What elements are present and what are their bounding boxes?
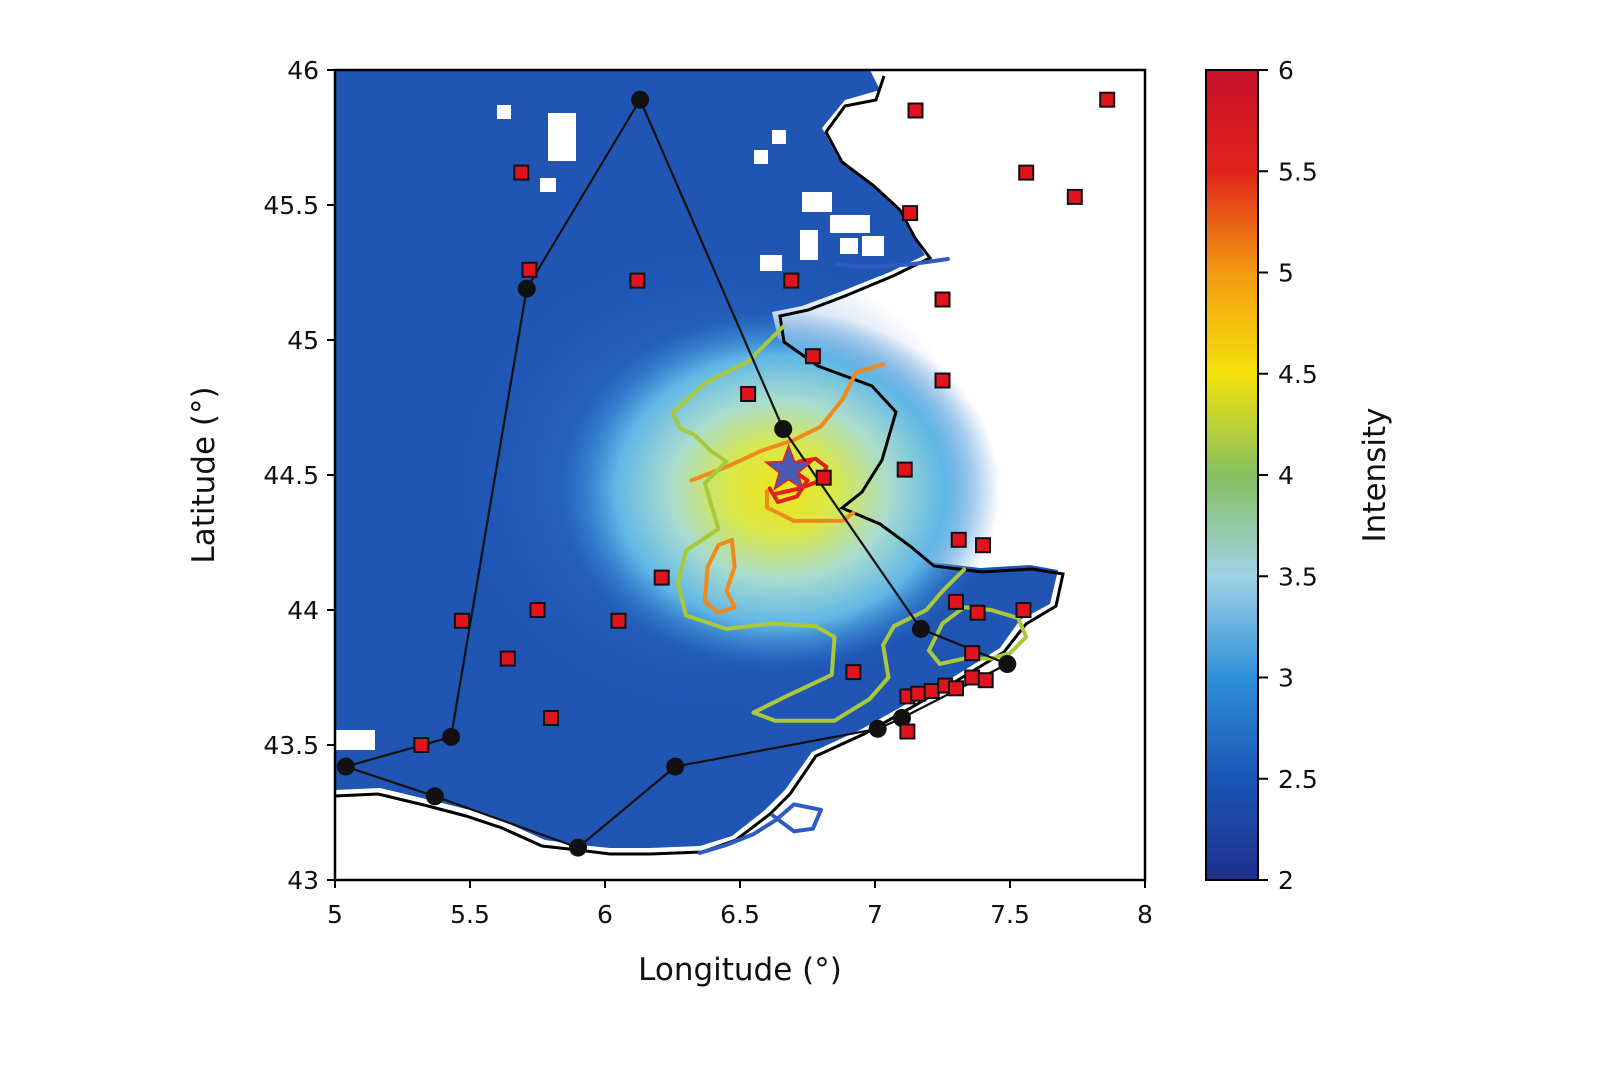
station-marker-10 (1099, 91, 1116, 108)
network-vertex-2 (911, 619, 930, 638)
colorbar-tick-label-3: 3.5 (1278, 562, 1318, 591)
colorbar-tick-label-8: 6 (1278, 56, 1294, 85)
y-axis-title: Latitude (°) (186, 386, 222, 563)
contour-4 (670, 324, 967, 723)
station-marker-17 (653, 569, 670, 586)
epicenter-marker (763, 443, 814, 491)
station-markers (413, 91, 1116, 753)
station-marker-24 (499, 650, 516, 667)
network-vertex-5 (868, 719, 887, 738)
network-vertex-11 (517, 279, 536, 298)
station-marker-7 (934, 372, 951, 389)
station-marker-34 (543, 710, 559, 726)
station-marker-3 (783, 272, 800, 289)
station-marker-9 (1066, 188, 1083, 205)
x-axis-ticks: 5 5.5 6 6.5 7 7.5 8 (327, 880, 1153, 929)
x-tick-label-6: 8 (1137, 900, 1153, 929)
station-marker-28 (977, 672, 994, 689)
y-tick-label-0: 43 (287, 866, 319, 895)
station-marker-11 (804, 348, 821, 365)
station-marker-0 (513, 164, 530, 181)
y-tick-label-4: 45 (287, 326, 319, 355)
contour-7 (697, 802, 823, 855)
station-marker-12 (740, 386, 757, 402)
colorbar-tick-label-6: 5 (1278, 259, 1294, 288)
station-marker-18 (948, 593, 964, 610)
station-marker-20 (1015, 602, 1032, 618)
station-marker-13 (896, 461, 913, 478)
station-marker-31 (923, 683, 940, 699)
station-marker-36 (413, 737, 430, 753)
network-vertex-6 (666, 757, 685, 776)
x-tick-label-0: 5 (327, 900, 343, 929)
station-marker-19 (969, 604, 986, 621)
station-marker-15 (950, 531, 967, 548)
network-vertex-4 (893, 709, 911, 727)
colorbar-tick-label-7: 5.5 (1278, 157, 1318, 186)
x-axis-title: Longitude (°) (638, 952, 842, 988)
colorbar-title: Intensity (1357, 408, 1393, 543)
station-marker-22 (529, 602, 546, 618)
x-tick-label-5: 7.5 (990, 900, 1030, 929)
x-tick-label-4: 7 (867, 900, 883, 929)
colorbar-tick-label-4: 4 (1278, 461, 1294, 490)
border-outline (334, 75, 1065, 856)
contour-2 (765, 489, 856, 523)
x-tick-label-1: 5.5 (450, 900, 490, 929)
station-marker-16 (975, 537, 991, 554)
y-tick-label-2: 44 (287, 596, 319, 625)
x-tick-label-3: 6.5 (720, 900, 760, 929)
network-vertex-3 (998, 655, 1017, 673)
contour-6 (835, 257, 950, 270)
station-marker-33 (948, 680, 964, 697)
station-marker-35 (899, 723, 916, 740)
station-marker-1 (521, 261, 538, 278)
colorbar-ticks: 2 2.5 3 3.5 4 4.5 5 5.5 6 (1258, 56, 1318, 895)
y-tick-label-5: 45.5 (263, 191, 319, 220)
network-vertex-1 (774, 420, 793, 439)
station-marker-27 (964, 669, 981, 686)
network-polygon (336, 90, 1017, 857)
station-marker-25 (845, 664, 862, 681)
station-marker-8 (1018, 164, 1035, 181)
heatmap-field (335, 70, 1145, 880)
station-marker-14 (815, 469, 832, 486)
network-vertex-7 (569, 838, 587, 857)
colorbar-tick-label-5: 4.5 (1278, 360, 1318, 389)
contour-5 (927, 605, 1029, 666)
station-marker-21 (453, 612, 470, 629)
snow-patches (335, 105, 884, 750)
y-axis-ticks: 43 43.5 44 44.5 45 45.5 46 (263, 56, 335, 895)
contour-3 (702, 537, 737, 615)
y-tick-label-1: 43.5 (263, 731, 319, 760)
station-marker-5 (902, 205, 919, 222)
colorbar-tick-label-0: 2 (1278, 866, 1294, 895)
network-vertex-8 (425, 787, 444, 806)
network-vertex-9 (336, 757, 355, 776)
x-tick-label-2: 6 (597, 900, 613, 929)
epicenter-star (763, 443, 814, 491)
station-marker-4 (907, 102, 924, 119)
colorbar-tick-label-1: 2.5 (1278, 765, 1318, 794)
y-tick-label-6: 46 (287, 56, 319, 85)
contour-1 (689, 362, 886, 483)
station-marker-6 (934, 291, 951, 308)
y-tick-label-3: 44.5 (263, 461, 319, 490)
colorbar (1205, 69, 1259, 881)
network-vertex-10 (442, 727, 461, 746)
station-marker-23 (610, 612, 627, 629)
network-vertex-0 (631, 90, 650, 109)
station-marker-2 (629, 272, 646, 289)
station-marker-26 (964, 645, 981, 662)
colorbar-tick-label-2: 3 (1278, 664, 1294, 693)
station-marker-30 (910, 685, 927, 702)
